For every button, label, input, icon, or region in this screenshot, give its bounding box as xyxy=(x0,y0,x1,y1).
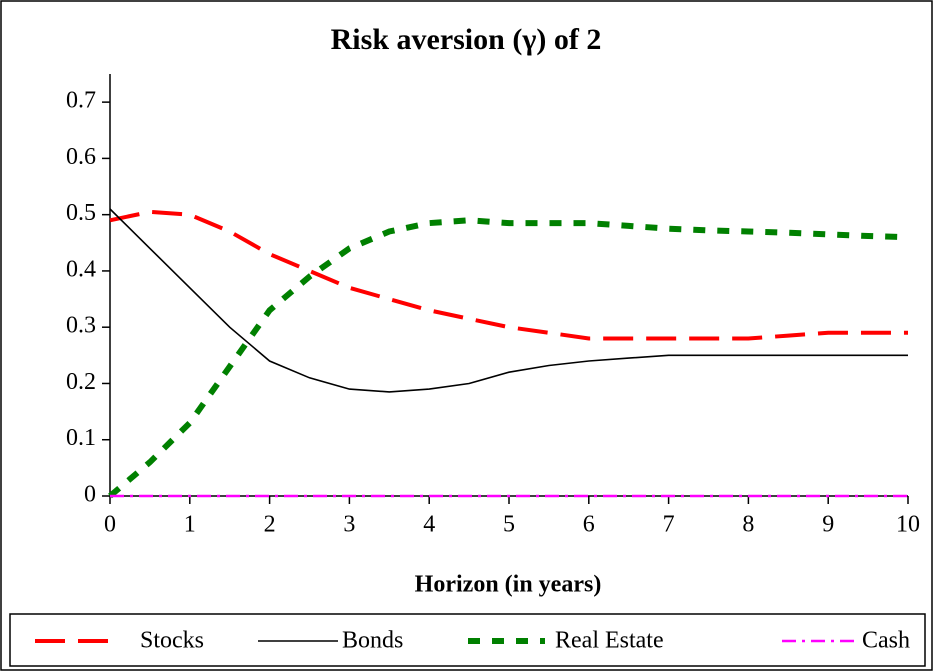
x-tick-label: 6 xyxy=(583,512,595,538)
x-tick-label: 8 xyxy=(742,512,754,538)
legend-label: Stocks xyxy=(140,628,204,654)
legend-box xyxy=(9,613,926,667)
y-tick-label: 0.7 xyxy=(66,88,96,114)
legend-label: Real Estate xyxy=(555,628,664,654)
legend-label: Bonds xyxy=(342,628,403,654)
series-line xyxy=(108,217,909,499)
series-line xyxy=(109,209,908,341)
series-line xyxy=(109,208,908,393)
x-tick-label: 9 xyxy=(822,512,834,538)
x-tick-label: 4 xyxy=(423,512,435,538)
y-tick-label: 0.4 xyxy=(66,256,96,282)
x-tick-label: 3 xyxy=(343,512,355,538)
x-tick-label: 5 xyxy=(503,512,515,538)
x-axis-title: Horizon (in years) xyxy=(415,572,602,598)
y-tick-label: 0.3 xyxy=(66,313,96,339)
legend-label: Cash xyxy=(862,628,910,654)
x-tick-label: 7 xyxy=(663,512,675,538)
x-tick-label: 10 xyxy=(896,512,920,538)
x-tick-label: 1 xyxy=(184,512,196,538)
y-tick-label: 0 xyxy=(84,482,96,508)
x-tick-label: 0 xyxy=(104,512,116,538)
x-tick-label: 2 xyxy=(264,512,276,538)
y-tick-label: 0.2 xyxy=(66,369,96,395)
y-tick-label: 0.5 xyxy=(66,200,96,226)
y-tick-label: 0.6 xyxy=(66,144,96,170)
y-tick-label: 0.1 xyxy=(66,425,96,451)
chart-title: Risk aversion (γ) of 2 xyxy=(331,23,602,56)
